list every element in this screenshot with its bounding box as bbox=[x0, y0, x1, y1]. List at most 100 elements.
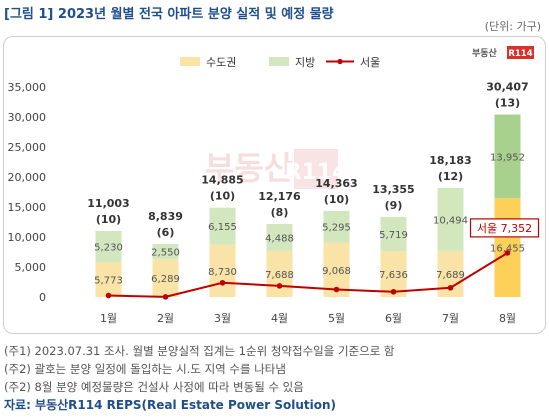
x-tick-label: 2월 bbox=[157, 312, 174, 325]
seoul-callout-text: 서울 7,352 bbox=[477, 222, 532, 235]
y-tick-label: 0 bbox=[39, 291, 46, 304]
capital-value-label: 16,455 bbox=[490, 244, 525, 255]
bar-capital bbox=[95, 262, 122, 297]
total-value-label: 8,839 bbox=[148, 210, 183, 223]
capital-value-label: 5,773 bbox=[94, 276, 123, 287]
unit-label: (단위: 가구) bbox=[484, 20, 541, 33]
seoul-point bbox=[162, 294, 169, 300]
y-tick-label: 35,000 bbox=[8, 81, 47, 94]
region-value-label: 4,488 bbox=[265, 233, 294, 244]
seoul-point bbox=[105, 292, 112, 299]
seoul-point bbox=[447, 284, 454, 291]
legend-swatch-capital bbox=[180, 57, 200, 66]
capital-value-label: 7,636 bbox=[379, 270, 408, 281]
bar-region bbox=[437, 187, 464, 251]
footnote-1: (주1) 2023.07.31 조사. 월별 분양실적 집계는 1순위 청약접수… bbox=[4, 344, 395, 358]
x-tick-label: 7월 bbox=[442, 312, 459, 325]
region-count-label: (12) bbox=[438, 170, 463, 183]
seoul-point bbox=[504, 250, 511, 256]
seoul-callout-box bbox=[469, 218, 540, 238]
source-note: 자료: 부동산R114 REPS(Real Estate Power Solut… bbox=[4, 398, 337, 412]
region-count-label: (10) bbox=[96, 213, 121, 226]
chart-area: 부동산 R114 수도권 지방 서울 부동산 R114 0 5,000 10,000 15,0… bbox=[3, 36, 546, 334]
seoul-point bbox=[219, 279, 226, 286]
legend-marker-seoul bbox=[337, 58, 343, 65]
x-axis: 1월 2월 3월 4월 5월 6월 7월 8월 bbox=[100, 312, 516, 325]
brand-logo: 부동산 R114 bbox=[472, 46, 534, 59]
bar-region bbox=[209, 207, 236, 245]
bar-region bbox=[380, 216, 407, 252]
seoul-point bbox=[390, 288, 397, 295]
total-value-label: 13,355 bbox=[372, 183, 414, 196]
region-count-label: (8) bbox=[271, 206, 289, 219]
region-count-label: (10) bbox=[210, 190, 235, 203]
region-value-label: 6,155 bbox=[208, 222, 237, 233]
capital-value-label: 8,730 bbox=[208, 267, 237, 278]
total-value-label: 12,176 bbox=[258, 190, 301, 203]
region-value-label: 10,494 bbox=[433, 215, 468, 226]
bar-region bbox=[323, 210, 350, 243]
total-value-label: 11,003 bbox=[87, 197, 129, 210]
total-value-label: 30,407 bbox=[486, 81, 528, 94]
legend-label-region: 지방 bbox=[295, 56, 315, 69]
watermark-badge bbox=[294, 149, 338, 189]
bar-region bbox=[266, 223, 293, 251]
total-value-label: 14,885 bbox=[201, 174, 243, 187]
chart-title: [그림 1] 2023년 월별 전국 아파트 분양 실적 및 예정 물량 bbox=[4, 7, 334, 22]
region-value-label: 5,719 bbox=[379, 230, 408, 241]
region-count-label: (6) bbox=[157, 226, 175, 239]
seoul-point bbox=[276, 283, 283, 289]
region-count-label: (9) bbox=[385, 199, 403, 212]
data-labels: 5,773 5,230 11,003 (10) 6,289 2,550 8,839 (6) 8,… bbox=[87, 81, 528, 287]
y-axis: 0 5,000 10,000 15,000 20,000 25,000 30,000 35,0… bbox=[8, 81, 47, 304]
region-value-label: 5,295 bbox=[322, 223, 351, 234]
capital-value-label: 7,689 bbox=[436, 270, 465, 281]
bar-region bbox=[494, 114, 521, 199]
bar-region bbox=[95, 230, 122, 263]
bars bbox=[95, 114, 521, 297]
watermark: 부동산R114 bbox=[205, 149, 348, 189]
bar-capital bbox=[494, 198, 521, 297]
legend-label-capital: 수도권 bbox=[206, 56, 236, 69]
y-tick-label: 30,000 bbox=[8, 111, 47, 124]
footnote-3: (주2) 8월 분양 예정물량은 건설사 사정에 따라 변동될 수 있음 bbox=[4, 380, 304, 394]
footnote-2: (주2) 괄호는 분양 일정에 돌입하는 시.도 지역 수를 나타냄 bbox=[4, 362, 286, 376]
total-value-label: 14,363 bbox=[315, 177, 357, 190]
region-value-label: 5,230 bbox=[94, 243, 123, 254]
total-value-label: 18,183 bbox=[429, 154, 471, 167]
legend-swatch-region bbox=[269, 57, 289, 66]
region-count-label: (10) bbox=[324, 193, 349, 206]
watermark-text: 부동산 bbox=[205, 149, 293, 187]
logo-text: 부동산 bbox=[472, 47, 498, 59]
x-tick-label: 8월 bbox=[499, 312, 516, 325]
seoul-line-path bbox=[108, 252, 509, 298]
region-value-label: 2,550 bbox=[151, 248, 180, 259]
x-tick-label: 1월 bbox=[100, 312, 117, 325]
y-tick-label: 25,000 bbox=[8, 141, 47, 154]
y-tick-label: 15,000 bbox=[8, 201, 47, 214]
footnotes: (주1) 2023.07.31 조사. 월별 분양실적 집계는 1순위 청약접수… bbox=[4, 342, 395, 414]
y-tick-label: 5,000 bbox=[15, 261, 47, 274]
logo-badge-text: R114 bbox=[508, 49, 532, 59]
seoul-point bbox=[333, 286, 340, 293]
bar-capital bbox=[152, 259, 179, 297]
x-tick-label: 6월 bbox=[385, 312, 402, 325]
capital-value-label: 9,068 bbox=[322, 266, 351, 277]
bar-region bbox=[152, 243, 179, 260]
capital-value-label: 7,688 bbox=[265, 270, 294, 281]
stacked-bar-chart: 부동산R114 수도권 지방 서울 부동산 R114 05,00010,00015,0… bbox=[8, 46, 540, 325]
x-tick-label: 5월 bbox=[328, 312, 345, 325]
x-tick-label: 3월 bbox=[214, 312, 231, 325]
legend-label-seoul: 서울 bbox=[360, 56, 380, 69]
watermark-badge-text: R114 bbox=[285, 160, 348, 185]
bar-capital bbox=[266, 250, 293, 297]
logo-badge bbox=[507, 46, 534, 59]
x-tick-label: 4월 bbox=[271, 312, 288, 325]
bar-capital bbox=[209, 244, 236, 297]
y-tick-label: 20,000 bbox=[8, 171, 47, 184]
region-value-label: 13,952 bbox=[490, 152, 525, 163]
legend: 수도권 지방 서울 bbox=[180, 56, 380, 69]
seoul-line: 서울 7,352 bbox=[105, 218, 540, 300]
capital-value-label: 6,289 bbox=[151, 274, 180, 285]
y-tick-label: 10,000 bbox=[8, 231, 47, 244]
